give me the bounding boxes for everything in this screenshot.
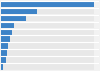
Bar: [1, 64, 3, 70]
Bar: [1, 36, 94, 42]
Bar: [1, 1, 94, 7]
Bar: [1, 22, 94, 28]
Bar: [1, 29, 94, 35]
Bar: [1, 57, 94, 63]
Bar: [1, 43, 94, 49]
Bar: [1, 50, 7, 56]
Bar: [1, 57, 6, 63]
Bar: [1, 22, 14, 28]
Bar: [1, 50, 94, 56]
Bar: [1, 8, 37, 14]
Bar: [1, 43, 8, 49]
Bar: [1, 15, 94, 21]
Bar: [1, 8, 94, 14]
Bar: [1, 36, 10, 42]
Bar: [1, 29, 12, 35]
Bar: [1, 1, 94, 7]
Bar: [1, 15, 26, 21]
Bar: [1, 64, 94, 70]
